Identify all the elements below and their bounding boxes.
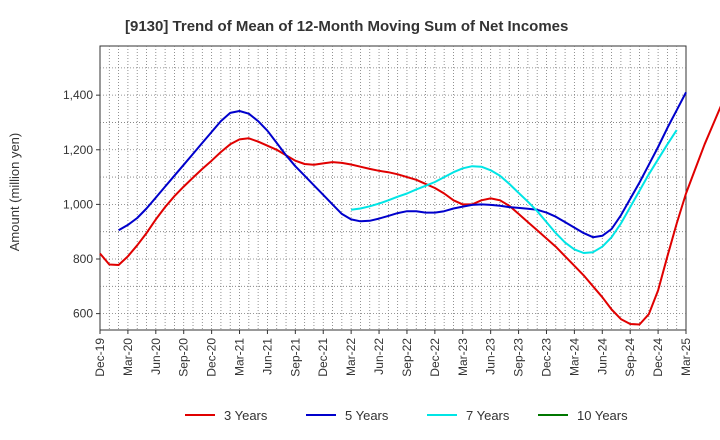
- x-tick-label: Sep-23: [512, 338, 526, 377]
- x-tick-label: Dec-19: [93, 338, 107, 377]
- x-tick-label: Dec-21: [316, 338, 330, 377]
- x-tick-label: Jun-22: [372, 338, 386, 375]
- x-tick-label: Mar-24: [567, 338, 581, 376]
- y-tick-label: 600: [73, 307, 93, 321]
- y-tick-label: 800: [73, 252, 93, 266]
- x-tick-label: Mar-22: [344, 338, 358, 376]
- y-tick-label: 1,200: [63, 143, 93, 157]
- series-lines: [99, 91, 720, 326]
- legend-label: 5 Years: [345, 408, 389, 423]
- legend-label: 10 Years: [577, 408, 628, 423]
- y-tick-labels: 600 800 1,000 1,200 1,400: [63, 88, 100, 321]
- x-tick-label: Dec-20: [205, 338, 219, 377]
- x-tick-label: Jun-24: [595, 338, 609, 375]
- series-line-2: [118, 91, 687, 239]
- legend-label: 3 Years: [224, 408, 268, 423]
- legend-label: 7 Years: [466, 408, 510, 423]
- x-tick-label: Mar-21: [233, 338, 247, 376]
- x-tick-labels: Dec-19 Mar-20 Jun-20 Sep-20 Dec-20 Mar-21 Jun-…: [93, 330, 693, 377]
- x-tick-label: Dec-23: [539, 338, 553, 377]
- series-line-1: [99, 105, 720, 326]
- legend: 3 Years 5 Years 7 Years 10 Years: [185, 408, 628, 423]
- plot-area: [99, 45, 687, 331]
- x-tick-label: Jun-23: [484, 338, 498, 375]
- x-tick-label: Sep-20: [177, 338, 191, 377]
- plot-grid: [99, 45, 687, 331]
- x-tick-label: Dec-22: [428, 338, 442, 377]
- x-tick-label: Mar-25: [679, 338, 693, 376]
- chart-title: [9130] Trend of Mean of 12-Month Moving …: [125, 18, 568, 35]
- x-tick-label: Sep-21: [288, 338, 302, 377]
- x-tick-label: Sep-24: [623, 338, 637, 377]
- y-tick-label: 1,000: [63, 197, 93, 211]
- x-tick-label: Mar-23: [456, 338, 470, 376]
- y-tick-label: 1,400: [63, 88, 93, 102]
- x-tick-label: Jun-20: [149, 338, 163, 375]
- x-tick-label: Dec-24: [651, 338, 665, 377]
- x-tick-label: Jun-21: [260, 338, 274, 375]
- x-tick-label: Mar-20: [121, 338, 135, 376]
- x-tick-label: Sep-22: [400, 338, 414, 377]
- series-line-3: [350, 129, 678, 254]
- y-axis-label: Amount (million yen): [7, 133, 22, 252]
